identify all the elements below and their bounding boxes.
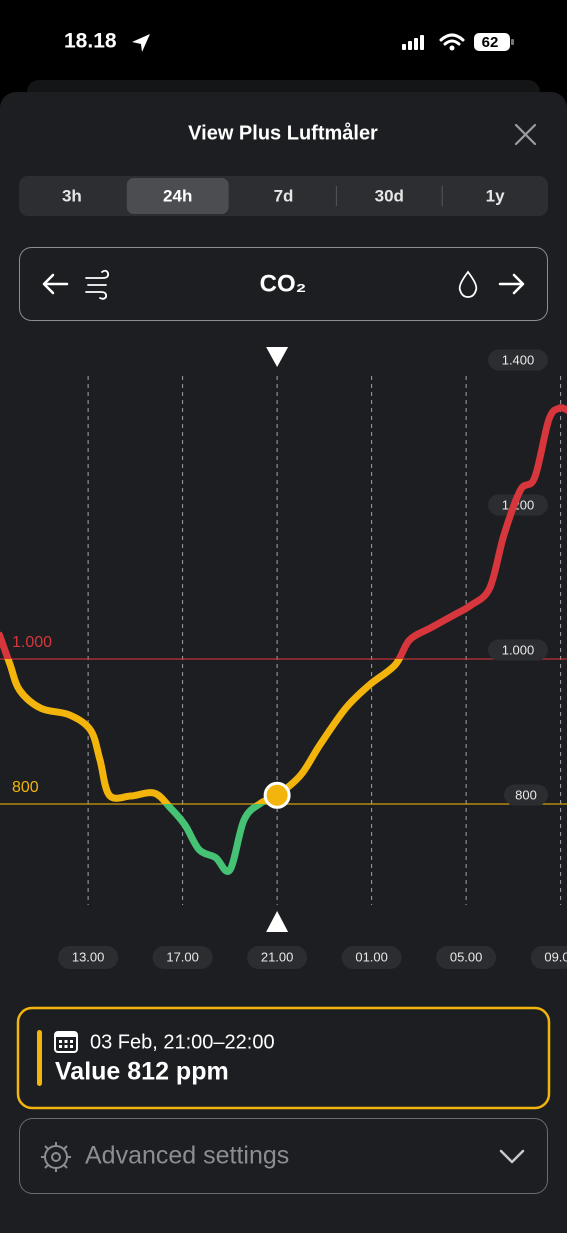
- selection-bottom-marker: [266, 911, 289, 932]
- battery: [474, 33, 510, 51]
- wind-icon: [85, 269, 110, 300]
- selection-top-marker: [266, 347, 289, 367]
- tab[interactable]: 7d: [274, 186, 294, 205]
- active-tab: [126, 178, 229, 214]
- close-button[interactable]: [514, 123, 537, 146]
- tab[interactable]: 24h: [163, 186, 192, 205]
- location-icon: [132, 34, 150, 52]
- battery-cap: [511, 39, 514, 45]
- y-tick-pill: [488, 639, 548, 661]
- y-tick-pill: [488, 494, 548, 516]
- drop-icon: [458, 270, 478, 298]
- metric-nav: [19, 247, 548, 321]
- expand-chevron[interactable]: [499, 1149, 525, 1164]
- chart: 13.00 17.00 21.00 01.00 05.00 09.00 1.000 800 1.…: [0, 347, 567, 969]
- x-tick-pill: [58, 946, 119, 969]
- battery-level: 62: [482, 34, 499, 51]
- selection-date: 03 Feb, 21:00–22:00: [90, 1031, 275, 1053]
- title: View Plus Luftmåler: [188, 121, 378, 144]
- metric-label: CO₂: [260, 270, 307, 297]
- tab[interactable]: 30d: [375, 186, 404, 205]
- tab[interactable]: 1y: [486, 186, 505, 205]
- selected-point[interactable]: [263, 781, 291, 809]
- x-tick-label: 21.00: [261, 949, 294, 964]
- y-tick-label: 1.000: [502, 642, 535, 657]
- wifi-dot: [449, 45, 455, 51]
- x-tick-pill: [247, 946, 308, 969]
- y-tick-label: 800: [515, 787, 537, 802]
- x-tick-pill: [530, 946, 567, 969]
- settings-label: Advanced settings: [85, 1142, 289, 1170]
- x-tick-pill: [341, 946, 402, 969]
- y-tick-pill: [488, 349, 548, 371]
- prev-arrow[interactable]: [42, 273, 69, 295]
- x-tick-label: 13.00: [72, 949, 105, 964]
- x-tick-label: 01.00: [355, 949, 388, 964]
- x-tick-label: 05.00: [450, 949, 483, 964]
- calendar-icon: [54, 1031, 78, 1053]
- signal-icon: [402, 35, 424, 50]
- threshold-label: 800: [12, 779, 39, 796]
- x-tick-label: 17.00: [166, 949, 199, 964]
- gear-icon: [41, 1142, 71, 1172]
- y-tick-pill: [504, 784, 548, 806]
- y-tick-label: 1.400: [502, 352, 535, 367]
- x-tick-pill: [152, 946, 213, 969]
- x-tick-label: 09.00: [544, 949, 567, 964]
- selection-value: Value 812 ppm: [55, 1058, 229, 1086]
- next-arrow[interactable]: [498, 273, 525, 295]
- selection-card: [16, 1006, 551, 1110]
- tab[interactable]: 3h: [62, 186, 82, 205]
- sheet: [0, 92, 567, 1233]
- status-time: 18.18: [64, 30, 117, 53]
- threshold-label: 1.000: [12, 634, 52, 651]
- settings-card[interactable]: [19, 1118, 548, 1194]
- x-tick-pill: [436, 946, 497, 969]
- wifi-icon: [439, 33, 465, 46]
- selection-bar: [37, 1030, 42, 1086]
